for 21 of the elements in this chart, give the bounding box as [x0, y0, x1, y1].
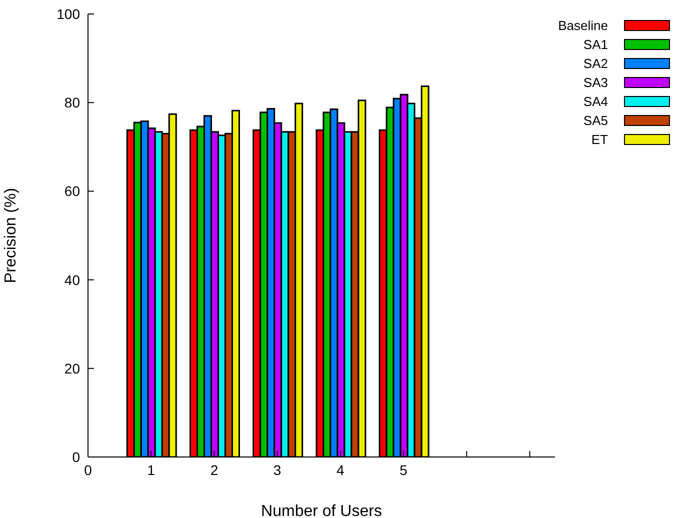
- legend-label: SA3: [583, 75, 608, 90]
- y-tick-label: 80: [64, 94, 80, 111]
- legend-label: SA1: [583, 37, 608, 52]
- y-tick-label: 20: [64, 360, 80, 376]
- y-tick-label: 60: [64, 183, 80, 200]
- x-tick-label: 4: [336, 462, 345, 478]
- legend-label: SA5: [583, 113, 608, 128]
- y-tick-label: 100: [56, 6, 80, 22]
- legend-label: Baseline: [558, 18, 608, 33]
- x-tick-label: 5: [400, 462, 408, 478]
- legend-label: SA4: [583, 94, 608, 109]
- y-tick-label: 40: [64, 272, 80, 288]
- x-tick-label: 3: [273, 462, 282, 478]
- legend-label: SA2: [583, 56, 608, 71]
- x-tick-label: 1: [147, 462, 156, 478]
- legend-label: ET: [591, 132, 608, 147]
- y-axis-title: Precision (%): [2, 188, 20, 284]
- x-tick-label: 2: [210, 462, 218, 478]
- x-axis-title: Number of Users: [261, 503, 382, 518]
- y-tick-label: 0: [72, 448, 80, 465]
- x-tick-label: 0: [84, 462, 92, 478]
